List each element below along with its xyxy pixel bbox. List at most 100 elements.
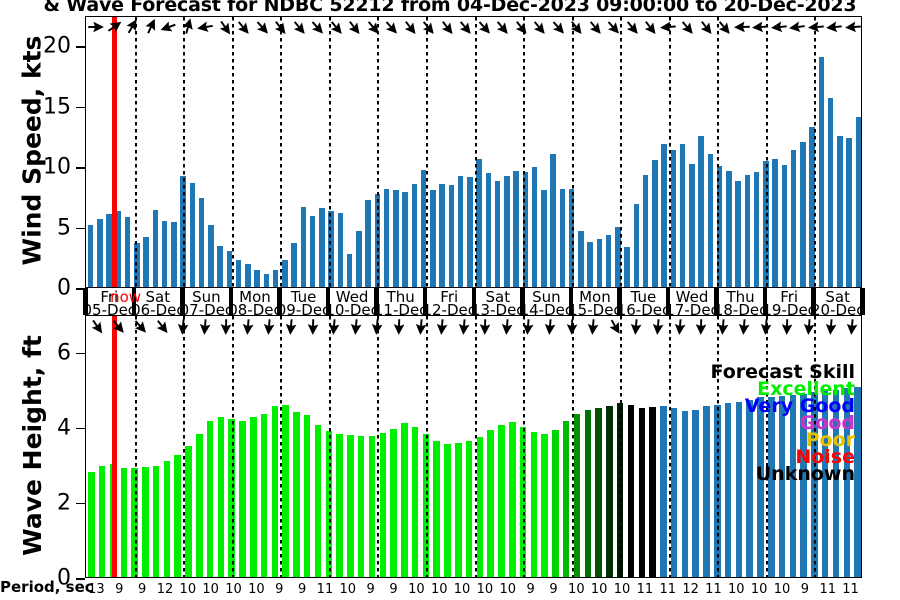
direction-arrow	[659, 18, 678, 36]
day-gridline	[425, 316, 428, 577]
day-gridline	[425, 17, 428, 287]
day-separator	[374, 288, 379, 315]
period-value: 11	[842, 582, 859, 597]
direction-arrow	[105, 18, 123, 36]
direction-arrow	[368, 317, 386, 335]
wind-bar	[430, 190, 436, 287]
day-date: 14-Dec	[519, 301, 574, 319]
wave-bar	[584, 409, 592, 577]
wind-bar	[393, 190, 399, 287]
day-separator	[665, 288, 671, 315]
wind-bar	[476, 158, 482, 287]
wave-bar	[746, 399, 753, 577]
wind-bar	[568, 189, 575, 287]
day-gridline	[183, 17, 186, 287]
period-value: 9	[549, 582, 558, 597]
wind-bar	[245, 264, 251, 287]
period-value: 10	[179, 582, 197, 597]
direction-arrow	[512, 18, 530, 36]
direction-arrow	[382, 18, 400, 36]
day-gridline	[717, 17, 720, 287]
wave-bar	[206, 421, 214, 577]
wave-bar	[821, 391, 829, 577]
direction-arrow	[160, 18, 178, 36]
day-separator	[422, 288, 428, 315]
period-value: 11	[316, 582, 334, 597]
wind-bar	[679, 144, 686, 287]
wind-direction-arrows	[86, 18, 861, 38]
wind-tick	[76, 227, 85, 230]
direction-arrow	[131, 317, 149, 335]
wave-bar	[379, 433, 386, 577]
direction-arrow	[327, 18, 345, 36]
wave-direction-arrows	[86, 317, 861, 337]
wind-bar	[300, 207, 307, 287]
direction-arrow	[390, 317, 408, 335]
wind-bar	[633, 203, 640, 287]
direction-arrow	[438, 18, 456, 36]
period-value: 10	[453, 582, 471, 597]
wind-bar	[578, 231, 584, 287]
wind-bar	[402, 191, 408, 287]
direction-arrow	[174, 317, 192, 335]
wave-bar	[552, 429, 559, 577]
day-gridline	[668, 316, 671, 577]
wave-bar	[768, 396, 775, 577]
wave-tick-label: 6	[57, 340, 71, 366]
period-value: 12	[682, 582, 699, 597]
wind-plot-area	[86, 17, 861, 287]
wind-bar	[208, 225, 214, 287]
wave-bar	[649, 407, 656, 577]
wave-bar	[336, 434, 343, 577]
wind-bar	[753, 172, 760, 287]
day-separator	[568, 288, 574, 315]
day-separator	[471, 288, 476, 315]
wave-bar	[519, 427, 527, 577]
direction-arrow	[282, 317, 300, 335]
wind-bar	[439, 184, 445, 287]
wind-bar	[707, 154, 714, 287]
period-value: 13	[88, 582, 105, 597]
wind-bar	[790, 150, 797, 287]
day-gridline	[523, 316, 526, 577]
direction-arrow	[308, 18, 326, 36]
period-value: 9	[275, 582, 284, 597]
day-gridline	[620, 316, 623, 577]
wind-bar	[494, 180, 501, 287]
wave-bar	[455, 442, 462, 577]
wave-bar	[627, 404, 635, 577]
wave-bar	[487, 430, 494, 577]
direction-arrow	[822, 317, 840, 335]
wind-bar	[226, 250, 233, 287]
wind-bar	[763, 161, 769, 287]
day-axis: Fri 05-Dec Sat 06-Dec Sun 07-Dec Mon 08-Dec Tue 0…	[0, 288, 900, 319]
direction-arrow	[800, 317, 818, 335]
wind-tick	[76, 288, 85, 290]
direction-arrow	[752, 18, 770, 36]
wave-bar	[595, 407, 602, 577]
period-value: 10	[339, 582, 357, 597]
wave-bar	[498, 424, 505, 577]
wind-bar	[365, 199, 371, 287]
wind-bar	[420, 169, 427, 287]
wind-bar	[698, 135, 704, 287]
day-name: Thu	[726, 288, 755, 306]
wave-bar	[660, 406, 667, 577]
direction-arrow	[807, 18, 826, 36]
direction-arrow	[412, 317, 430, 335]
wind-bar	[485, 173, 492, 287]
day-gridline	[377, 17, 380, 287]
legend-item-noise: Noise	[795, 446, 855, 468]
wave-bar	[422, 434, 430, 577]
direction-arrow	[109, 317, 127, 335]
day-name: Wed	[335, 288, 369, 306]
wind-bar	[171, 221, 177, 287]
direction-arrow	[153, 317, 171, 335]
wave-bar	[843, 388, 851, 577]
wind-bar	[319, 208, 325, 287]
wave-bar	[120, 468, 127, 577]
direction-arrow	[757, 317, 775, 335]
day-gridline	[474, 316, 477, 577]
wind-bar	[152, 209, 159, 287]
direction-arrow	[234, 18, 252, 36]
